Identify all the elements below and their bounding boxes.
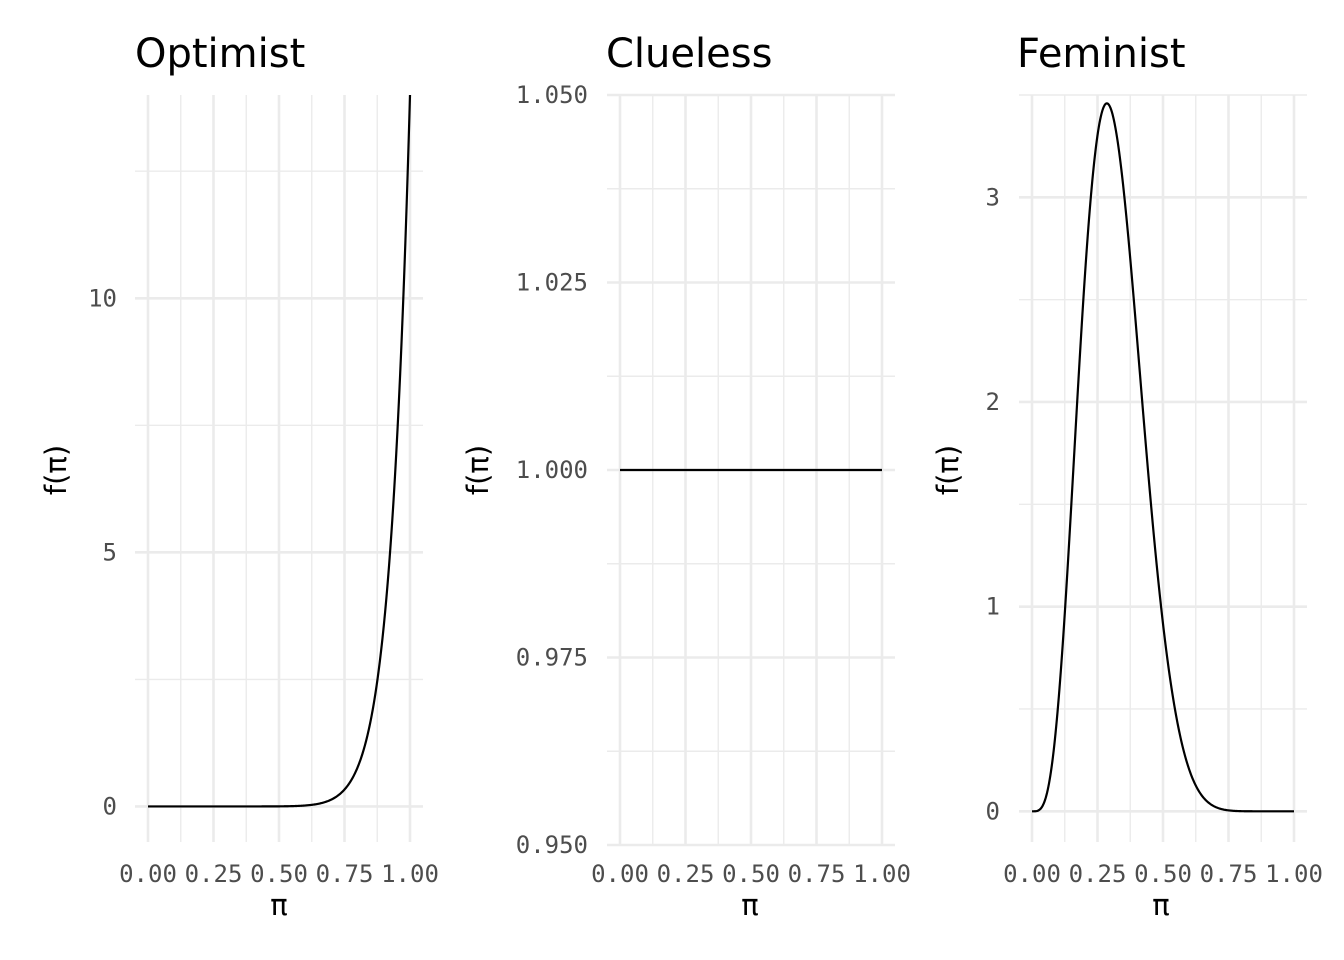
panel-optimist-x-label: π [270, 888, 287, 922]
panel-feminist-y-label: f(π) [931, 445, 965, 495]
x-tick-label: 0.00 [1003, 860, 1061, 888]
x-tick-label: 0.75 [1200, 860, 1258, 888]
panel-optimist-y-ticks: 0 5 10 [88, 284, 117, 820]
panel-clueless-y-ticks: 0.950 0.975 1.000 1.025 1.050 [516, 81, 588, 859]
x-tick-label: 0.25 [657, 860, 715, 888]
x-tick-label: 0.00 [119, 860, 177, 888]
panel-feminist: 0 1 2 3 0.00 0.25 0.50 0.75 1.00 Feminist π f(π… [931, 31, 1323, 922]
y-tick-label: 0.950 [516, 831, 588, 859]
panel-optimist-x-ticks: 0.00 0.25 0.50 0.75 1.00 [119, 860, 439, 888]
x-tick-label: 1.00 [853, 860, 911, 888]
y-tick-label: 0 [103, 792, 117, 820]
y-tick-label: 1 [986, 593, 1000, 621]
x-tick-label: 0.25 [1069, 860, 1127, 888]
y-tick-label: 3 [986, 183, 1000, 211]
y-tick-label: 0.975 [516, 644, 588, 672]
panel-feminist-grid [1019, 94, 1307, 842]
x-tick-label: 0.00 [591, 860, 649, 888]
panel-clueless-title: Clueless [606, 31, 772, 77]
x-tick-label: 0.25 [185, 860, 243, 888]
y-tick-label: 1.025 [516, 269, 588, 297]
panel-optimist-density-curve [148, 94, 412, 808]
y-tick-label: 2 [986, 388, 1000, 416]
x-tick-label: 0.50 [1134, 860, 1192, 888]
panel-optimist-y-label: f(π) [39, 445, 73, 495]
x-tick-label: 0.50 [250, 860, 308, 888]
x-tick-label: 1.00 [381, 860, 439, 888]
x-tick-label: 1.00 [1265, 860, 1323, 888]
x-tick-label: 0.75 [788, 860, 846, 888]
panel-feminist-x-ticks: 0.00 0.25 0.50 0.75 1.00 [1003, 860, 1323, 888]
panel-clueless-x-ticks: 0.00 0.25 0.50 0.75 1.00 [591, 860, 911, 888]
y-tick-label: 1.000 [516, 456, 588, 484]
panel-clueless-y-label: f(π) [461, 445, 495, 495]
panel-clueless-x-label: π [741, 888, 758, 922]
panel-feminist-density-curve [1032, 102, 1294, 813]
panel-feminist-y-ticks: 0 1 2 3 [986, 183, 1000, 825]
panel-optimist-title: Optimist [135, 31, 305, 77]
y-tick-label: 10 [88, 284, 117, 312]
x-tick-label: 0.75 [316, 860, 374, 888]
panel-feminist-title: Feminist [1017, 31, 1186, 77]
y-tick-label: 0 [986, 797, 1000, 825]
panel-feminist-x-label: π [1152, 888, 1169, 922]
panel-optimist: 0 5 10 0.00 0.25 0.50 0.75 1.00 Optimist π f(π… [39, 31, 439, 922]
panel-optimist-grid [135, 95, 423, 842]
y-tick-label: 5 [103, 538, 117, 566]
x-tick-label: 0.50 [722, 860, 780, 888]
y-tick-label: 1.050 [516, 81, 588, 109]
